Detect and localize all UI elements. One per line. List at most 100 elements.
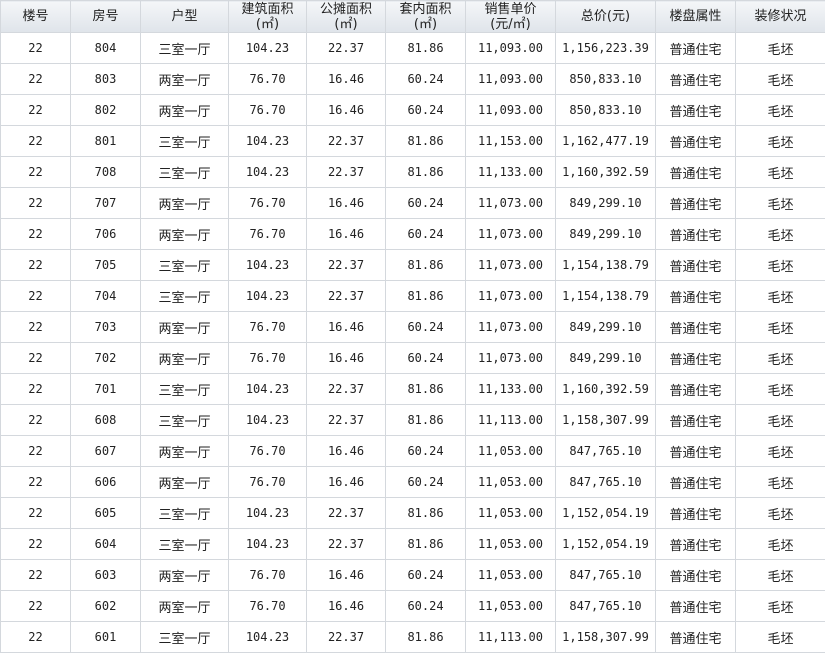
cell-shared-area: 16.46 (306, 342, 386, 374)
table-row: 22 607 两室一厅 76.70 16.46 60.24 11,053.00 847,765… (0, 435, 825, 467)
cell-property-type: 普通住宅 (655, 435, 736, 467)
cell-decoration: 毛坯 (735, 94, 825, 126)
cell-shared-area: 22.37 (306, 125, 386, 157)
cell-layout: 三室一厅 (140, 621, 229, 653)
cell-decoration: 毛坯 (735, 125, 825, 157)
cell-room-no: 801 (70, 125, 141, 157)
cell-shared-area: 22.37 (306, 249, 386, 281)
cell-shared-area: 22.37 (306, 373, 386, 405)
cell-building-no: 22 (0, 621, 71, 653)
header-layout: 户型 (140, 0, 229, 33)
table-row: 22 703 两室一厅 76.70 16.46 60.24 11,073.00 849,299… (0, 311, 825, 343)
cell-room-no: 804 (70, 32, 141, 64)
cell-property-type: 普通住宅 (655, 621, 736, 653)
cell-total-price: 1,152,054.19 (555, 497, 656, 529)
table-row: 22 601 三室一厅 104.23 22.37 81.86 11,113.00 1,158,… (0, 621, 825, 653)
cell-total-price: 1,154,138.79 (555, 249, 656, 281)
cell-floor-area: 104.23 (228, 32, 307, 64)
cell-room-no: 705 (70, 249, 141, 281)
cell-room-no: 602 (70, 590, 141, 622)
cell-decoration: 毛坯 (735, 466, 825, 498)
cell-decoration: 毛坯 (735, 311, 825, 343)
table-row: 22 701 三室一厅 104.23 22.37 81.86 11,133.00 1,160,… (0, 373, 825, 405)
header-decoration: 装修状况 (735, 0, 825, 33)
cell-shared-area: 22.37 (306, 156, 386, 188)
cell-layout: 两室一厅 (140, 218, 229, 250)
cell-decoration: 毛坯 (735, 156, 825, 188)
cell-building-no: 22 (0, 404, 71, 436)
cell-building-no: 22 (0, 559, 71, 591)
cell-decoration: 毛坯 (735, 280, 825, 312)
cell-shared-area: 22.37 (306, 32, 386, 64)
cell-shared-area: 16.46 (306, 63, 386, 95)
cell-shared-area: 16.46 (306, 435, 386, 467)
cell-shared-area: 16.46 (306, 187, 386, 219)
cell-shared-area: 16.46 (306, 466, 386, 498)
cell-floor-area: 76.70 (228, 590, 307, 622)
cell-total-price: 849,299.10 (555, 218, 656, 250)
cell-shared-area: 16.46 (306, 559, 386, 591)
cell-floor-area: 104.23 (228, 528, 307, 560)
cell-room-no: 603 (70, 559, 141, 591)
cell-building-no: 22 (0, 94, 71, 126)
cell-total-price: 849,299.10 (555, 187, 656, 219)
cell-room-no: 707 (70, 187, 141, 219)
cell-unit-price: 11,053.00 (465, 559, 556, 591)
cell-inner-area: 60.24 (385, 218, 466, 250)
cell-layout: 三室一厅 (140, 249, 229, 281)
cell-layout: 三室一厅 (140, 373, 229, 405)
cell-floor-area: 104.23 (228, 249, 307, 281)
cell-floor-area: 104.23 (228, 497, 307, 529)
cell-decoration: 毛坯 (735, 218, 825, 250)
cell-building-no: 22 (0, 466, 71, 498)
cell-inner-area: 81.86 (385, 249, 466, 281)
cell-layout: 两室一厅 (140, 63, 229, 95)
cell-total-price: 849,299.10 (555, 342, 656, 374)
cell-unit-price: 11,053.00 (465, 497, 556, 529)
cell-inner-area: 60.24 (385, 311, 466, 343)
cell-property-type: 普通住宅 (655, 249, 736, 281)
cell-layout: 两室一厅 (140, 187, 229, 219)
cell-decoration: 毛坯 (735, 373, 825, 405)
cell-property-type: 普通住宅 (655, 373, 736, 405)
cell-decoration: 毛坯 (735, 528, 825, 560)
cell-property-type: 普通住宅 (655, 187, 736, 219)
cell-layout: 两室一厅 (140, 466, 229, 498)
cell-building-no: 22 (0, 528, 71, 560)
cell-total-price: 847,765.10 (555, 435, 656, 467)
cell-floor-area: 76.70 (228, 466, 307, 498)
cell-building-no: 22 (0, 32, 71, 64)
cell-total-price: 847,765.10 (555, 466, 656, 498)
cell-inner-area: 60.24 (385, 342, 466, 374)
cell-floor-area: 104.23 (228, 404, 307, 436)
header-building-no: 楼号 (0, 0, 71, 33)
cell-building-no: 22 (0, 156, 71, 188)
table-row: 22 802 两室一厅 76.70 16.46 60.24 11,093.00 850,833… (0, 94, 825, 126)
cell-decoration: 毛坯 (735, 187, 825, 219)
cell-shared-area: 22.37 (306, 497, 386, 529)
cell-property-type: 普通住宅 (655, 497, 736, 529)
cell-room-no: 601 (70, 621, 141, 653)
cell-shared-area: 16.46 (306, 311, 386, 343)
cell-building-no: 22 (0, 218, 71, 250)
table-row: 22 704 三室一厅 104.23 22.37 81.86 11,073.00 1,154,… (0, 280, 825, 312)
cell-inner-area: 81.86 (385, 404, 466, 436)
cell-total-price: 1,154,138.79 (555, 280, 656, 312)
cell-building-no: 22 (0, 590, 71, 622)
cell-property-type: 普通住宅 (655, 280, 736, 312)
cell-layout: 三室一厅 (140, 404, 229, 436)
cell-property-type: 普通住宅 (655, 218, 736, 250)
cell-shared-area: 22.37 (306, 528, 386, 560)
cell-building-no: 22 (0, 280, 71, 312)
cell-room-no: 706 (70, 218, 141, 250)
cell-decoration: 毛坯 (735, 590, 825, 622)
cell-unit-price: 11,093.00 (465, 94, 556, 126)
cell-layout: 两室一厅 (140, 342, 229, 374)
header-total-price: 总价(元) (555, 0, 656, 33)
cell-floor-area: 76.70 (228, 311, 307, 343)
cell-decoration: 毛坯 (735, 559, 825, 591)
cell-decoration: 毛坯 (735, 63, 825, 95)
cell-inner-area: 60.24 (385, 187, 466, 219)
cell-property-type: 普通住宅 (655, 32, 736, 64)
header-floor-area: 建筑面积 (㎡) (228, 0, 307, 33)
